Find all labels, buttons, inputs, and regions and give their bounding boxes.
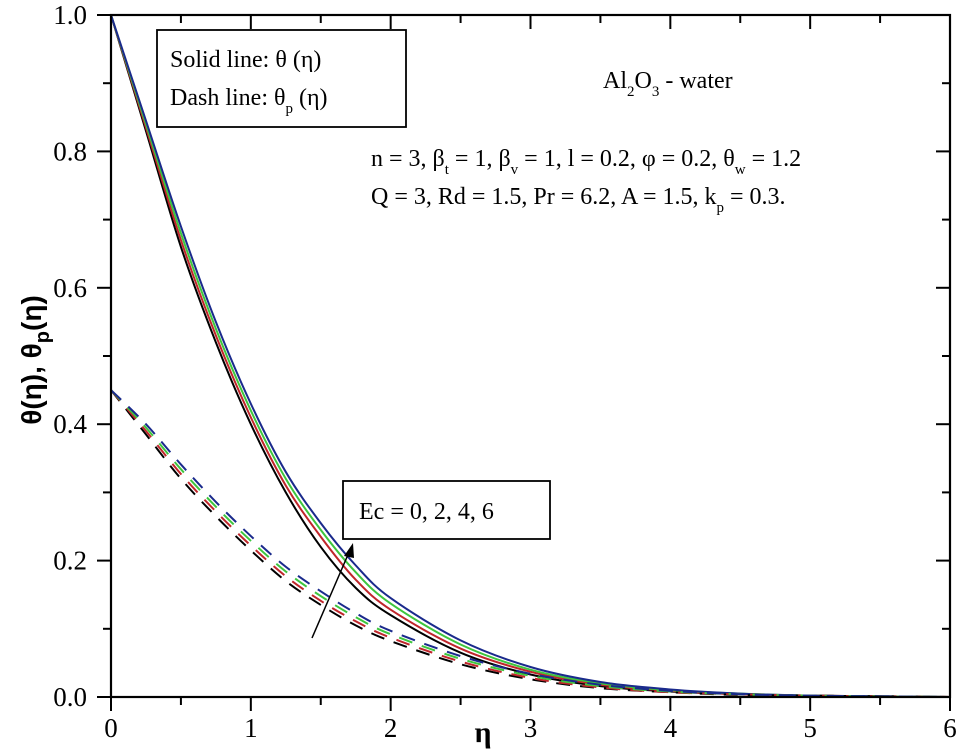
x-tick-label: 0 <box>104 713 118 743</box>
y-tick-label: 0.8 <box>53 136 87 166</box>
legend-dash-line: Dash line: θp (η) <box>170 85 328 117</box>
x-tick-label: 1 <box>244 713 258 743</box>
y-axis-title-end: (η) <box>16 295 47 331</box>
fluid-label: Al2O3 - water <box>603 68 733 100</box>
y-tick-label: 1.0 <box>53 0 87 30</box>
ec-label-box <box>342 480 551 540</box>
y-tick-label: 0.6 <box>53 273 87 303</box>
dashed-curve-7 <box>110 389 951 698</box>
x-tick-label: 5 <box>803 713 817 743</box>
dashed-curve-5 <box>110 389 951 698</box>
legend-box <box>156 29 407 128</box>
y-axis-title-sub: p <box>32 331 54 343</box>
dashed-curve-4 <box>110 389 951 698</box>
svg-text:θ(η), θp(η): θ(η), θp(η) <box>16 295 54 425</box>
tick-labels: 0 1 2 3 4 5 6 0.0 0.2 0.4 0.6 0.8 1.0 <box>53 0 957 743</box>
y-tick-label: 0.0 <box>53 682 87 712</box>
x-tick-label: 4 <box>664 713 678 743</box>
y-tick-label: 0.4 <box>53 409 87 439</box>
x-tick-label: 2 <box>384 713 398 743</box>
parameters-line-2: Q = 3, Rd = 1.5, Pr = 6.2, A = 1.5, kp =… <box>371 184 786 216</box>
increasing-ec-arrow-icon <box>311 543 354 639</box>
x-axis-title: η <box>474 716 491 749</box>
dashed-curve-6 <box>110 389 951 698</box>
y-axis-title-main: θ(η), θ <box>16 343 47 425</box>
x-tick-label: 6 <box>943 713 957 743</box>
x-tick-label: 3 <box>524 713 538 743</box>
parameters-line-1: n = 3, βt = 1, βv = 1, l = 0.2, φ = 0.2,… <box>371 146 801 178</box>
y-tick-label: 0.2 <box>53 546 87 576</box>
ec-label: Ec = 0, 2, 4, 6 <box>359 499 494 525</box>
y-axis-title: θ(η), θp(η) <box>16 295 54 425</box>
legend-solid-line: Solid line: θ (η) <box>170 47 321 73</box>
curve-group <box>110 14 951 698</box>
axis-ticks <box>97 14 951 711</box>
